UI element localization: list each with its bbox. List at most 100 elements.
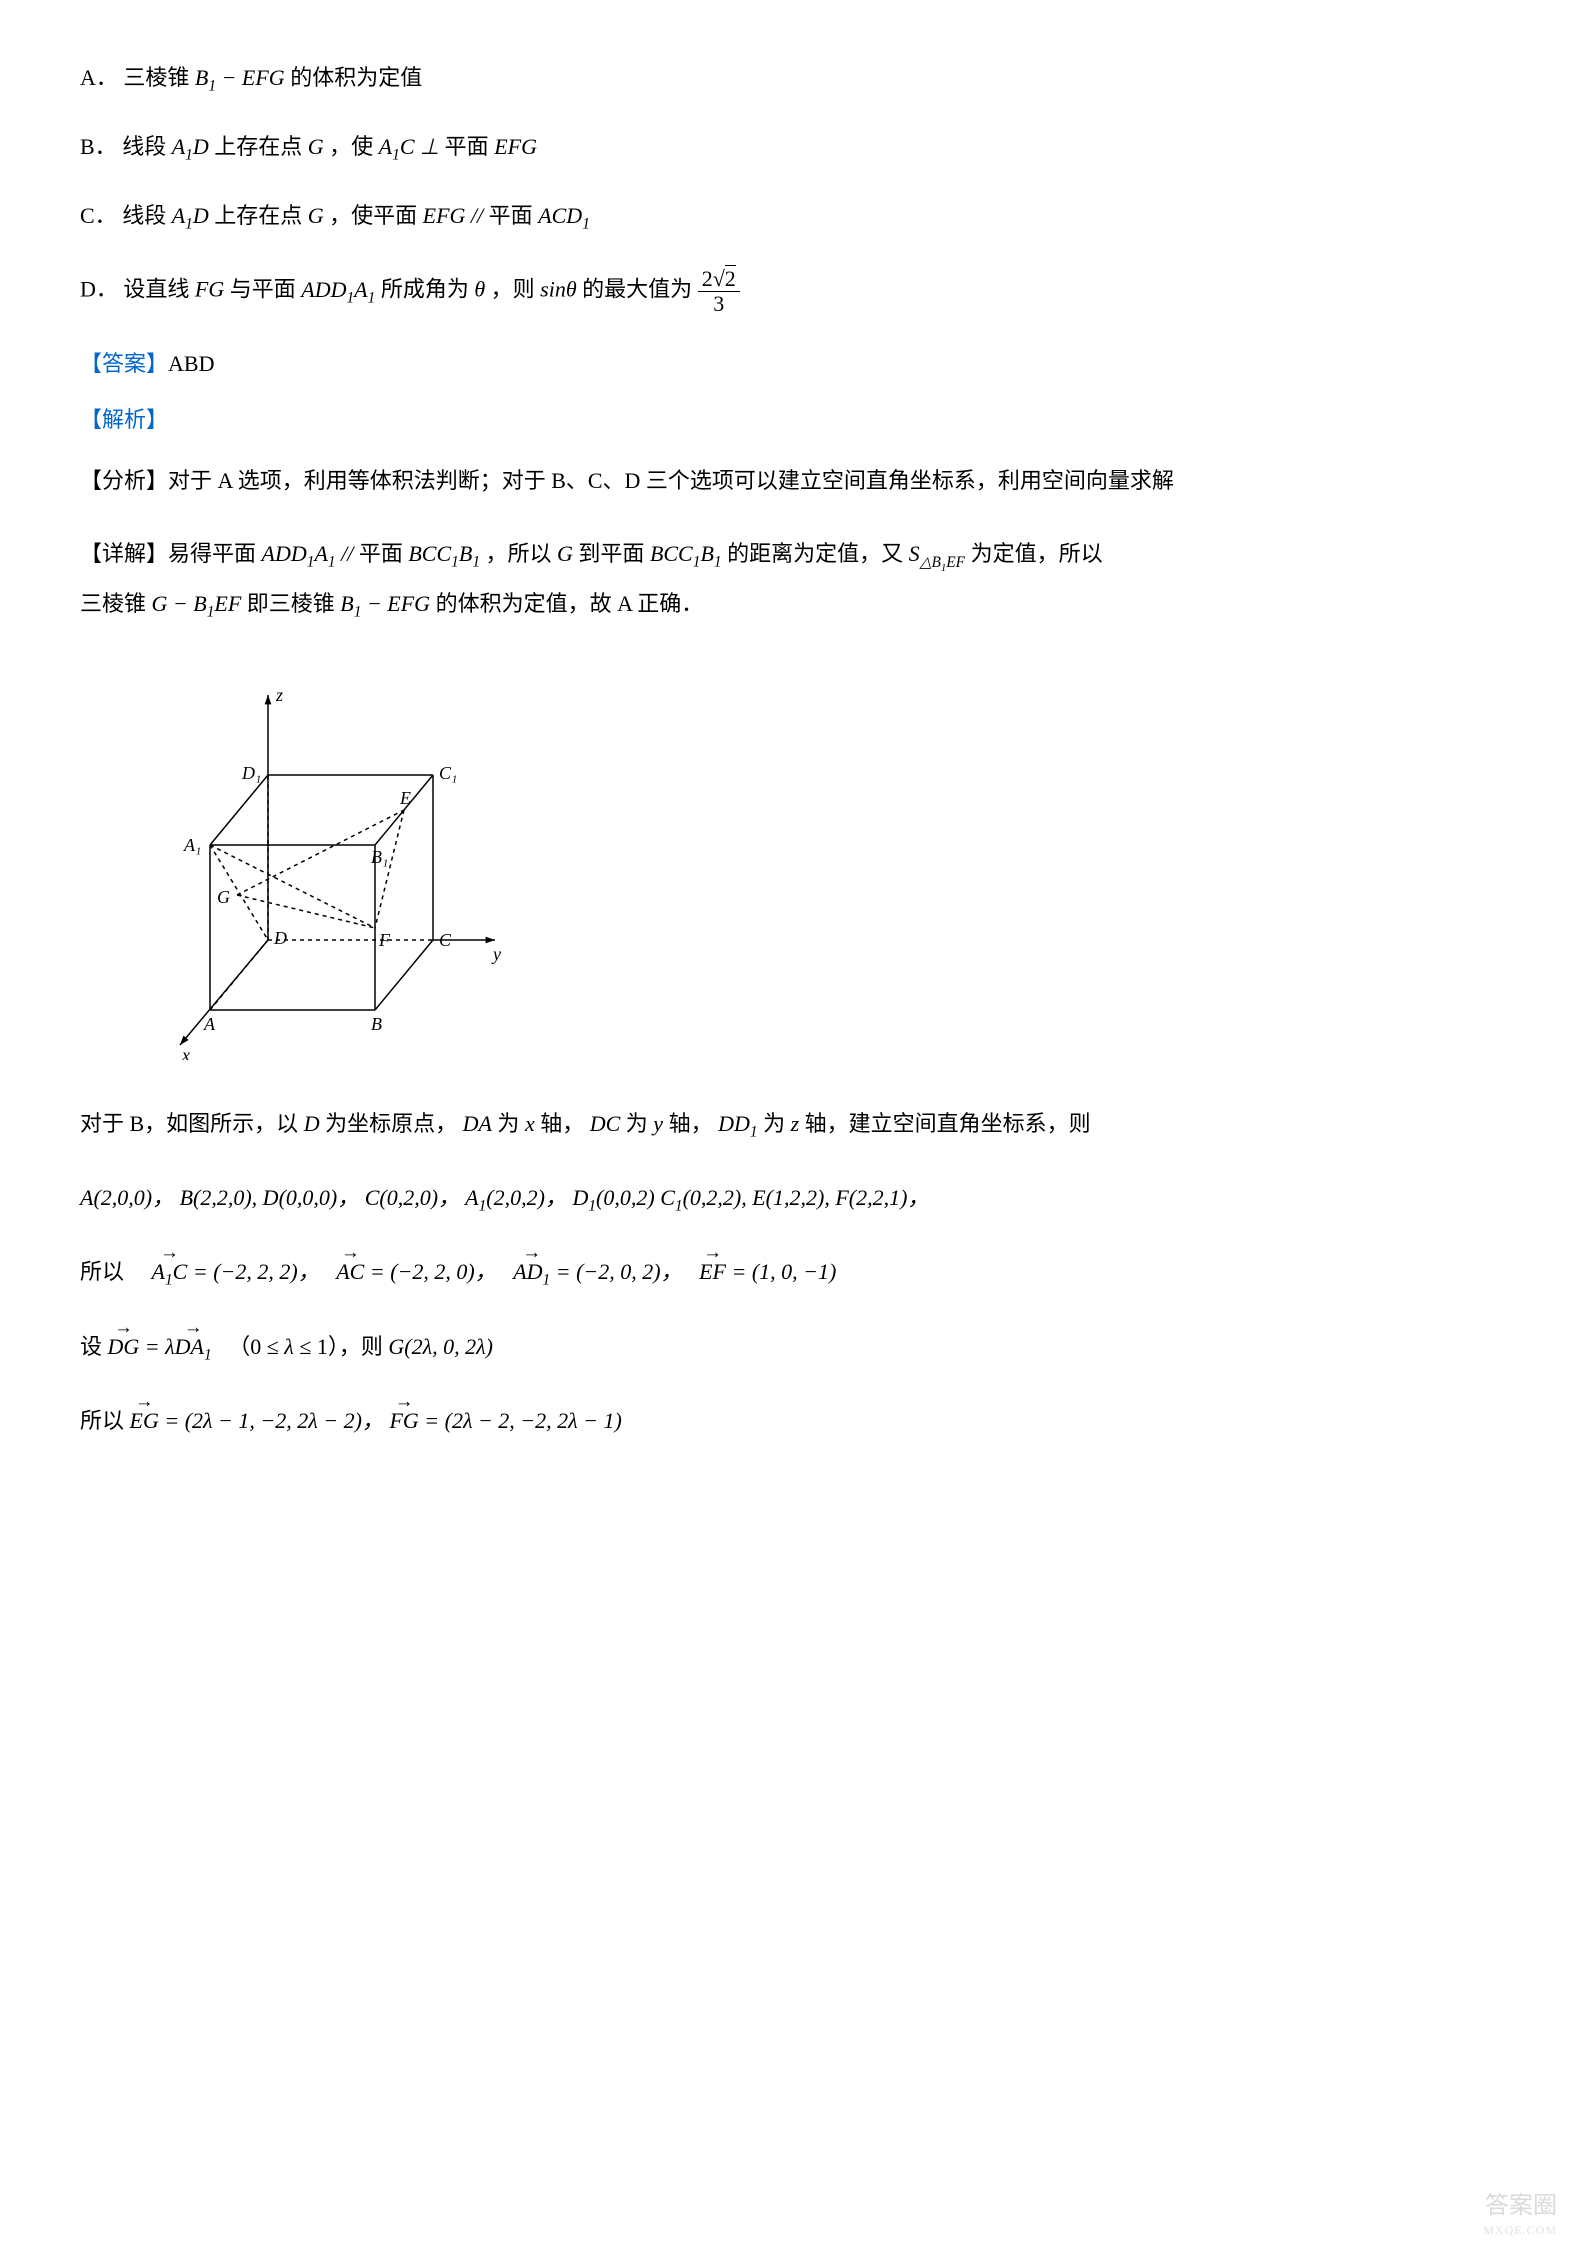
svg-text:x: x bbox=[181, 1045, 190, 1060]
xj-l2-m2: B1 − EFG bbox=[340, 591, 430, 616]
vec-ef-val: = (1, 0, −1) bbox=[731, 1259, 836, 1284]
xj-l1-t5: 的距离为定值，又 bbox=[727, 541, 903, 566]
option-b-m4: EFG bbox=[494, 134, 537, 159]
option-c: C． 线段 A1D 上存在点 G ，使平面 EFG // 平面 ACD1 bbox=[80, 198, 1507, 237]
partb-dg: 设 DG = λDA1 （0 ≤ λ ≤ 1），则 G(2λ, 0, 2λ) bbox=[80, 1323, 1507, 1372]
answer-block: 【答案】ABD bbox=[80, 346, 1507, 381]
svg-text:D₁: D₁ bbox=[241, 763, 261, 783]
option-d-m1: FG bbox=[195, 277, 224, 302]
cube-diagram: zyxABCDA₁B₁C₁D₁EFG bbox=[130, 660, 510, 1060]
vec-eg-val: = (2λ − 1, −2, 2λ − 2)， bbox=[164, 1408, 384, 1433]
pb-l1-m4: DC bbox=[590, 1111, 621, 1136]
svg-text:G: G bbox=[217, 887, 230, 907]
option-c-m2: G bbox=[308, 203, 324, 228]
svg-text:E: E bbox=[399, 788, 411, 808]
svg-text:y: y bbox=[491, 944, 501, 964]
fenxi-text: 对于 A 选项，利用等体积法判断；对于 B、C、D 三个选项可以建立空间直角坐标… bbox=[168, 468, 1174, 493]
svg-text:F: F bbox=[378, 930, 391, 950]
svg-text:C: C bbox=[439, 930, 452, 950]
xj-l1-m4: BCC1B1 bbox=[650, 541, 722, 566]
watermark-sub: MXQE.COM bbox=[1483, 2221, 1557, 2240]
partb-egfg: 所以 EG = (2λ − 1, −2, 2λ − 2)， FG = (2λ −… bbox=[80, 1397, 1507, 1445]
option-b-m1: A1D bbox=[172, 134, 209, 159]
pb-l1-m1: D bbox=[304, 1111, 320, 1136]
option-d-m3: θ bbox=[474, 277, 485, 302]
xj-l1-t2: 平面 bbox=[359, 541, 403, 566]
vec-fg: FG bbox=[389, 1397, 418, 1445]
pb-l1-t2: 为坐标原点， bbox=[325, 1111, 457, 1136]
frac-numerator: 2√2 bbox=[698, 267, 740, 292]
option-d-t1: 设直线 bbox=[123, 277, 189, 302]
xj-l1-m3: G bbox=[557, 541, 573, 566]
option-a: A． 三棱锥 B1 − EFG 的体积为定值 bbox=[80, 60, 1507, 99]
option-d: D． 设直线 FG 与平面 ADD1A1 所成角为 θ ，则 sinθ 的最大值… bbox=[80, 267, 1507, 316]
fenxi-label: 【分析】 bbox=[80, 468, 168, 493]
pb-ef-t1: 所以 bbox=[80, 1408, 124, 1433]
xj-l1-t6: 为定值，所以 bbox=[971, 541, 1103, 566]
svg-text:A: A bbox=[203, 1014, 216, 1034]
vec-ef: EF bbox=[699, 1248, 726, 1296]
svg-text:A₁: A₁ bbox=[183, 835, 201, 855]
pb-vec-t1: 所以 bbox=[80, 1259, 146, 1284]
option-d-fraction: 2√2 3 bbox=[698, 267, 740, 316]
fenxi-block: 【分析】对于 A 选项，利用等体积法判断；对于 B、C、D 三个选项可以建立空间… bbox=[80, 457, 1507, 505]
pb-l1-t7: 为 bbox=[763, 1111, 785, 1136]
pb-dg-eq: = λ bbox=[145, 1334, 175, 1359]
option-c-m1: A1D bbox=[172, 203, 209, 228]
option-a-m1: B1 − EFG bbox=[195, 65, 285, 90]
option-c-t3: ，使平面 bbox=[329, 203, 417, 228]
vec-a1c: A1C bbox=[152, 1248, 188, 1297]
partb-vectors: 所以 A1C = (−2, 2, 2)， AC = (−2, 2, 0)， AD… bbox=[80, 1248, 1507, 1297]
vec-ac: AC bbox=[336, 1248, 364, 1296]
option-d-m4: sinθ bbox=[540, 277, 577, 302]
vec-ad1: AD1 bbox=[513, 1248, 550, 1297]
option-c-m4: ACD1 bbox=[538, 203, 590, 228]
vec-da1: DA1 bbox=[175, 1323, 212, 1372]
watermark-main: 答案圈 bbox=[1485, 2187, 1557, 2225]
xj-l1-t1: 易得平面 bbox=[168, 541, 256, 566]
xj-l1-t4: 到平面 bbox=[578, 541, 644, 566]
option-a-t1: 三棱锥 bbox=[123, 65, 189, 90]
option-c-t4: 平面 bbox=[489, 203, 533, 228]
xj-l2-t2: 即三棱锥 bbox=[247, 591, 335, 616]
partb-line1: 对于 B，如图所示，以 D 为坐标原点， DA 为 x 轴， DC 为 y 轴，… bbox=[80, 1100, 1507, 1149]
pb-l1-m2: DA bbox=[463, 1111, 492, 1136]
frac-denominator: 3 bbox=[698, 292, 740, 316]
vec-a1c-val: = (−2, 2, 2)， bbox=[193, 1259, 331, 1284]
option-b-m3: A1C ⊥ bbox=[379, 134, 445, 159]
pb-l1-t5: 为 bbox=[626, 1111, 648, 1136]
option-c-prefix: C． bbox=[80, 203, 117, 228]
svg-text:B₁: B₁ bbox=[371, 847, 388, 867]
vec-dg: DG bbox=[108, 1323, 140, 1371]
answer-value: ABD bbox=[168, 351, 214, 376]
svg-text:D: D bbox=[273, 928, 287, 948]
xj-l2-m1: G − B1EF bbox=[152, 591, 242, 616]
pb-l1-m7: z bbox=[791, 1111, 800, 1136]
pb-l1-t1: 对于 B，如图所示，以 bbox=[80, 1111, 298, 1136]
option-b: B． 线段 A1D 上存在点 G ，使 A1C ⊥ 平面 EFG bbox=[80, 129, 1507, 168]
option-b-t1: 线段 bbox=[122, 134, 166, 159]
xj-l2-t3: 的体积为定值，故 A 正确． bbox=[436, 591, 704, 616]
analysis-label: 【解析】 bbox=[80, 402, 1507, 437]
xiangjie-block: 【详解】易得平面 ADD1A1 // 平面 BCC1B1 ，所以 G 到平面 B… bbox=[80, 530, 1507, 629]
pb-l1-m6: DD1 bbox=[718, 1111, 757, 1136]
option-c-m3: EFG // bbox=[423, 203, 489, 228]
option-d-t4: ，则 bbox=[491, 277, 535, 302]
svg-text:z: z bbox=[275, 685, 283, 705]
pb-l1-m3: x bbox=[525, 1111, 535, 1136]
option-d-prefix: D． bbox=[80, 277, 118, 302]
option-b-prefix: B． bbox=[80, 134, 117, 159]
option-d-t3: 所成角为 bbox=[381, 277, 469, 302]
vec-ad1-val: = (−2, 0, 2)， bbox=[556, 1259, 694, 1284]
pb-l1-t8: 轴，建立空间直角坐标系，则 bbox=[805, 1111, 1091, 1136]
pb-dg-m1: G(2λ, 0, 2λ) bbox=[388, 1334, 493, 1359]
xj-l1-m1: ADD1A1 // bbox=[262, 541, 359, 566]
option-b-t3: ，使 bbox=[329, 134, 373, 159]
xj-l1-m5: S△B1EF bbox=[909, 541, 965, 566]
xj-l2-t1: 三棱锥 bbox=[80, 591, 146, 616]
pb-l1-m5: y bbox=[653, 1111, 663, 1136]
pb-dg-t3: （0 ≤ λ ≤ 1），则 bbox=[217, 1334, 383, 1359]
svg-text:C₁: C₁ bbox=[439, 763, 457, 783]
option-b-t2: 上存在点 bbox=[214, 134, 302, 159]
vec-ac-val: = (−2, 2, 0)， bbox=[370, 1259, 508, 1284]
